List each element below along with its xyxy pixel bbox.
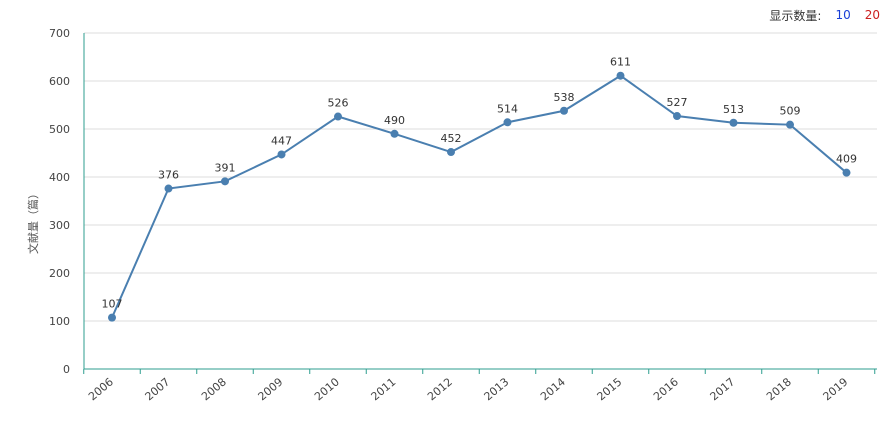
x-tick-label: 2008 <box>199 375 229 403</box>
series-line <box>111 74 848 319</box>
data-point <box>164 184 173 193</box>
y-tick-label: 300 <box>49 219 70 232</box>
y-tick-label: 100 <box>49 315 70 328</box>
x-tick-label: 2011 <box>369 375 399 403</box>
x-tick-label: 2007 <box>143 375 173 403</box>
x-tick-label: 2018 <box>764 375 794 403</box>
y-tick-label: 0 <box>63 363 70 376</box>
data-point <box>673 112 681 121</box>
x-tick-label: 2019 <box>821 375 851 403</box>
x-tick-label: 2012 <box>425 375 455 403</box>
data-label: 376 <box>158 169 179 182</box>
x-tick-label: 2017 <box>708 375 738 403</box>
data-point <box>842 168 851 177</box>
data-label: 513 <box>723 103 744 116</box>
y-tick-label: 600 <box>49 75 70 88</box>
data-point <box>108 313 116 322</box>
display-count-label: 显示数量: <box>769 8 822 23</box>
display-count-option-10[interactable]: 10 <box>835 8 851 22</box>
y-tick-label: 700 <box>49 27 70 40</box>
grid-lines <box>84 32 877 322</box>
data-point <box>503 118 512 127</box>
data-label: 526 <box>328 97 349 110</box>
y-tick-label: 500 <box>49 123 70 136</box>
y-tick-label: 200 <box>49 267 70 280</box>
y-axis-ticks: 0 100 200 300 400 500 600 700 <box>49 27 70 376</box>
y-axis-label: 文献量（篇） <box>26 188 40 254</box>
display-count-bar: 显示数量: 10 20 <box>769 6 880 24</box>
data-point <box>390 129 399 138</box>
data-point <box>447 148 455 157</box>
data-point <box>334 112 342 121</box>
x-tick-label: 2006 <box>86 375 116 403</box>
data-label: 538 <box>554 91 575 104</box>
x-tick-label: 2016 <box>651 375 681 403</box>
data-labels: 107 376 391 447 526 490 452 514 538 611 527 513 509 4… <box>102 56 858 311</box>
x-tick-label: 2010 <box>312 375 342 403</box>
display-count-option-20[interactable]: 20 <box>864 8 880 22</box>
x-tick-label: 2009 <box>256 375 286 403</box>
data-label: 490 <box>384 114 405 127</box>
data-label: 611 <box>610 56 631 69</box>
data-label: 527 <box>667 96 688 109</box>
x-tick-label: 2014 <box>538 375 568 403</box>
data-label: 409 <box>836 153 857 166</box>
data-point <box>277 150 286 159</box>
y-tick-label: 400 <box>49 171 70 184</box>
data-point <box>786 120 794 129</box>
data-point <box>221 177 229 186</box>
data-point <box>616 71 625 80</box>
data-label: 107 <box>102 298 123 311</box>
data-label: 514 <box>497 102 518 115</box>
data-point <box>729 118 738 127</box>
data-label: 509 <box>780 105 801 118</box>
x-tick-label: 2015 <box>595 375 625 403</box>
data-label: 452 <box>441 132 462 145</box>
data-label: 447 <box>271 134 292 147</box>
data-points <box>108 71 851 322</box>
data-label: 391 <box>215 161 236 174</box>
x-tick-label: 2013 <box>482 375 512 403</box>
x-axis-ticks: 2006 2007 2008 2009 2010 2011 2012 2013 2014 2015… <box>83 369 876 403</box>
data-point <box>560 106 568 115</box>
